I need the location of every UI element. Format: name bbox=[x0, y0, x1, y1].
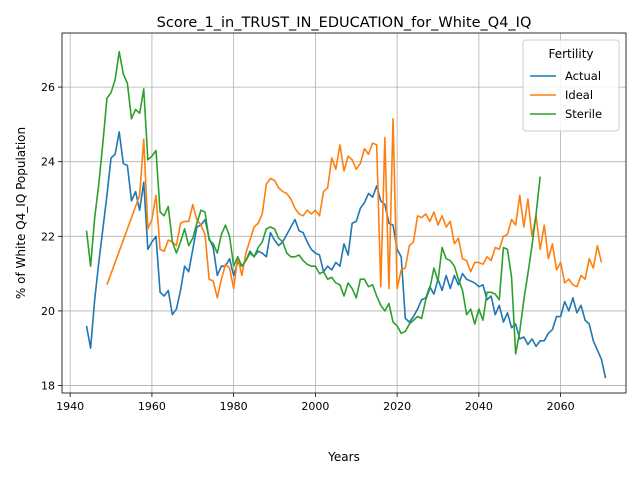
x-tick-label: 2060 bbox=[547, 400, 575, 413]
x-tick-label: 2000 bbox=[301, 400, 329, 413]
y-tick-label: 18 bbox=[41, 380, 55, 393]
y-tick-label: 22 bbox=[41, 230, 55, 243]
legend: Fertility Actual Ideal Sterile bbox=[522, 39, 620, 132]
series-layer bbox=[85, 50, 607, 379]
legend-items: Actual Ideal Sterile bbox=[530, 69, 602, 121]
x-tick-label: 2040 bbox=[465, 400, 493, 413]
y-tick-label: 26 bbox=[41, 81, 55, 94]
series-line-sterile bbox=[85, 50, 541, 355]
y-axis: 18 20 22 24 26 bbox=[41, 81, 62, 393]
legend-label-actual: Actual bbox=[565, 69, 601, 83]
x-tick-label: 2020 bbox=[383, 400, 411, 413]
legend-title: Fertility bbox=[548, 47, 593, 61]
x-axis: 1940 1960 1980 2000 2020 2040 2060 bbox=[56, 393, 575, 413]
series-line-ideal bbox=[106, 118, 603, 299]
legend-label-sterile: Sterile bbox=[565, 107, 602, 121]
plot-frame bbox=[61, 32, 627, 394]
x-tick-label: 1940 bbox=[56, 400, 84, 413]
y-tick-label: 20 bbox=[41, 305, 55, 318]
x-tick-label: 1960 bbox=[138, 400, 166, 413]
chart-title: Score_1_in_TRUST_IN_EDUCATION_for_White_… bbox=[157, 15, 532, 31]
y-axis-label: % of White Q4_IQ Population bbox=[14, 127, 28, 299]
x-axis-label: Years bbox=[327, 450, 360, 464]
x-tick-label: 1980 bbox=[220, 400, 248, 413]
legend-label-ideal: Ideal bbox=[565, 88, 593, 102]
legend-box bbox=[522, 39, 620, 132]
y-tick-label: 24 bbox=[41, 156, 55, 169]
